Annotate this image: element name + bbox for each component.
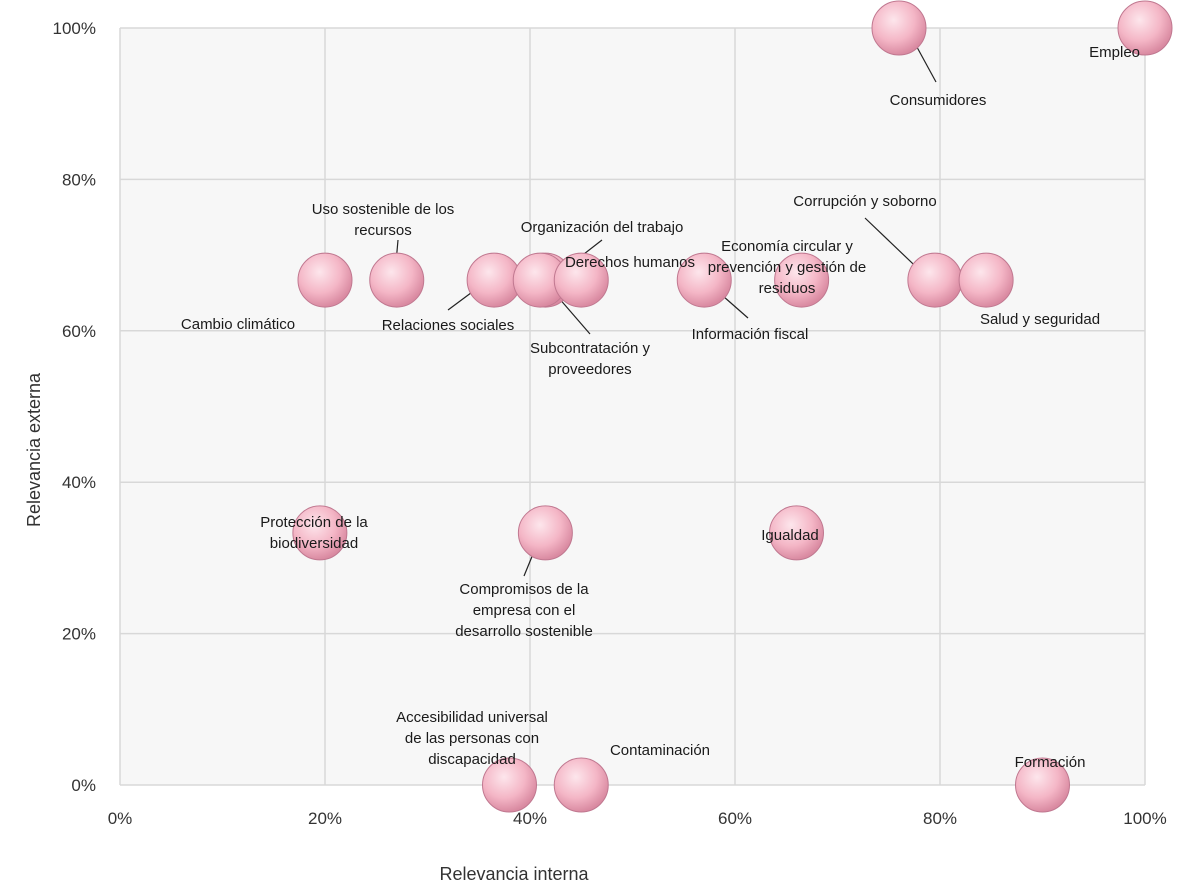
point-label-line: Corrupción y soborno <box>793 193 936 210</box>
point-label: Economía circular y prevención y gestión … <box>708 238 866 297</box>
point-label-line: Economía circular y <box>721 238 853 255</box>
scatter-point <box>1015 757 1070 813</box>
x-tick-label: 40% <box>513 809 547 828</box>
x-tick-label: 80% <box>923 809 957 828</box>
point-label-line: de las personas con <box>405 730 539 747</box>
y-tick-label: 0% <box>71 776 96 795</box>
point-label: Cambio climático <box>181 316 295 333</box>
point-label-line: Accesibilidad universal <box>396 709 548 726</box>
point-label: Relaciones sociales <box>382 317 515 334</box>
point-label: Corrupción y soborno <box>793 193 936 210</box>
point-label-line: Salud y seguridad <box>980 311 1100 328</box>
scatter-point <box>553 252 609 308</box>
scatter-point <box>553 757 609 813</box>
data-points <box>292 0 1173 813</box>
point-label-line: desarrollo sostenible <box>455 623 593 640</box>
scatter-point <box>369 252 425 308</box>
scatter-point <box>871 0 927 56</box>
x-tick-label: 100% <box>1123 809 1166 828</box>
point-label: Compromisos de la empresa con el desarroll… <box>455 581 593 640</box>
scatter-point <box>774 252 830 308</box>
point-label-line: Derechos humanos <box>565 254 695 271</box>
point-label-line: Cambio climático <box>181 316 295 333</box>
point-label: Igualdad <box>761 527 819 544</box>
scatter-point <box>292 505 348 561</box>
point-label-line: Empleo <box>1089 44 1140 61</box>
point-label: Información fiscal <box>692 326 809 343</box>
point-label-line: biodiversidad <box>270 535 358 552</box>
scatter-point <box>517 505 573 561</box>
scatter-point <box>482 757 537 813</box>
gridlines <box>119 27 1146 786</box>
point-label: Formación <box>1015 754 1086 771</box>
point-label: Protección de la biodiversidad <box>260 514 368 552</box>
x-axis-title: Relevancia interna <box>439 864 589 884</box>
y-tick-label: 20% <box>62 625 96 644</box>
y-axis-ticks: 0% 20% 40% 60% 80% 100% <box>53 19 96 795</box>
point-label: Empleo <box>1089 44 1140 61</box>
point-labels: Empleo Consumidores Cambio climático Uso so… <box>181 44 1140 771</box>
x-tick-label: 0% <box>108 809 133 828</box>
scatter-point <box>769 505 824 561</box>
x-tick-label: 20% <box>308 809 342 828</box>
y-tick-label: 80% <box>62 170 96 189</box>
x-axis-ticks: 0% 20% 40% 60% 80% 100% <box>108 809 1167 828</box>
point-label-line: Relaciones sociales <box>382 317 515 334</box>
point-label-line: Consumidores <box>890 92 987 109</box>
point-label: Accesibilidad universal de las personas c… <box>396 709 548 768</box>
point-label: Uso sostenible de los recursos <box>312 201 455 239</box>
scatter-point <box>297 252 353 308</box>
point-label-line: empresa con el <box>473 602 576 619</box>
point-label-line: residuos <box>759 280 816 297</box>
x-tick-label: 60% <box>718 809 752 828</box>
y-tick-label: 40% <box>62 473 96 492</box>
point-label-line: prevención y gestión de <box>708 259 866 276</box>
point-label: Contaminación <box>610 742 710 759</box>
point-label: Salud y seguridad <box>980 311 1100 328</box>
scatter-point <box>958 252 1014 308</box>
point-label: Consumidores <box>890 92 987 109</box>
y-tick-label: 60% <box>62 322 96 341</box>
point-label-line: Protección de la <box>260 514 368 531</box>
point-label: Derechos humanos <box>565 254 695 271</box>
scatter-point <box>907 252 963 308</box>
y-tick-label: 100% <box>53 19 96 38</box>
plot-background <box>120 28 1145 785</box>
point-label-line: Contaminación <box>610 742 710 759</box>
point-label-line: Información fiscal <box>692 326 809 343</box>
point-label-line: Organización del trabajo <box>521 219 684 236</box>
point-label-line: discapacidad <box>428 751 516 768</box>
point-label-line: Formación <box>1015 754 1086 771</box>
point-label-line: Uso sostenible de los <box>312 201 455 218</box>
point-label-line: recursos <box>354 222 412 239</box>
y-axis-title: Relevancia externa <box>24 372 44 527</box>
point-label-line: Igualdad <box>761 527 819 544</box>
point-label: Subcontratación y proveedores <box>530 340 651 378</box>
point-label: Organización del trabajo <box>521 219 684 236</box>
point-label-line: Compromisos de la <box>459 581 589 598</box>
point-label-line: Subcontratación y <box>530 340 651 357</box>
scatter-point <box>676 252 732 308</box>
scatter-point <box>1117 0 1173 56</box>
point-label-line: proveedores <box>548 361 631 378</box>
plot-area <box>120 28 1145 785</box>
